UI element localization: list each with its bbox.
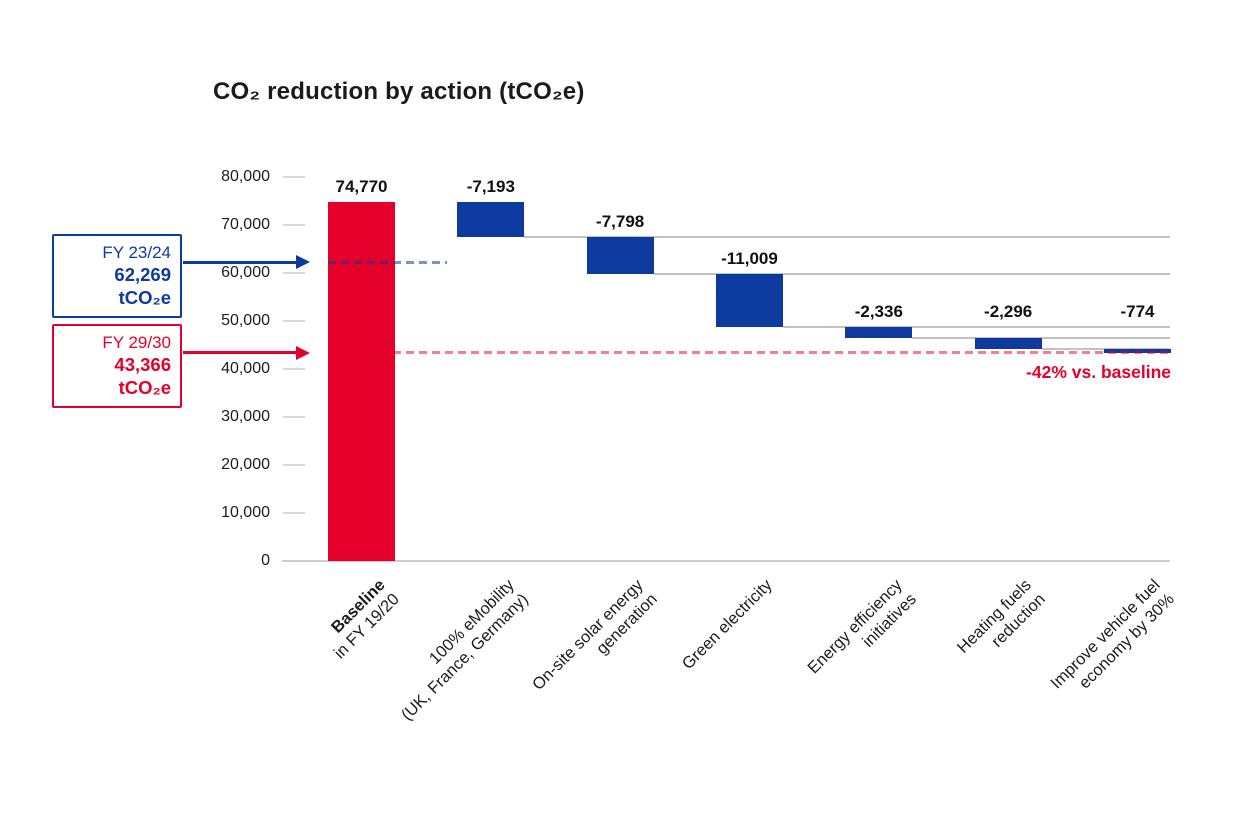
bar-value-label: 74,770 — [335, 177, 388, 197]
waterfall-connector-line — [782, 325, 1170, 328]
y-axis-tick-label: 40,000 — [221, 360, 270, 377]
callout-fy2324: FY 23/24 62,269 tCO₂e — [52, 233, 182, 318]
callout-fy2930-label: FY 29/30 — [102, 333, 171, 353]
callout-fy2930: FY 29/30 43,366 tCO₂e — [52, 324, 182, 409]
y-axis-tick-label: 50,000 — [221, 312, 270, 329]
y-axis-tick-label: 80,000 — [221, 168, 270, 185]
bar-value-label: -7,798 — [596, 211, 645, 231]
bar-value-label: -2,336 — [854, 301, 903, 321]
x-axis-category-label: Heating fuels reduction — [810, 576, 1050, 816]
vs-baseline-note: -42% vs. baseline — [1026, 362, 1171, 382]
callout-fy2324-value: 62,269 tCO₂e — [114, 263, 171, 308]
bar-reduction — [457, 202, 525, 237]
x-axis-category-label: Energy efficiency initiatives — [681, 576, 921, 816]
x-axis-category-line: Improve vehicle fuel — [1047, 576, 1165, 693]
bar-reduction — [974, 338, 1042, 350]
y-axis-tick-mark — [283, 416, 305, 418]
x-axis-category-line: in FY 19/20 — [329, 589, 403, 662]
bar-reduction — [1103, 349, 1171, 353]
y-axis-tick-mark — [283, 224, 305, 226]
bar-reduction — [845, 326, 913, 339]
x-axis-category-label: Improve vehicle fuel economy by 30% — [939, 576, 1179, 816]
y-axis-tick-label: 60,000 — [221, 264, 270, 281]
y-axis-tick-mark — [283, 368, 305, 370]
y-axis-tick-mark — [283, 320, 305, 322]
y-axis-tick-label: 10,000 — [221, 504, 270, 521]
y-axis-tick-mark — [283, 512, 305, 514]
bar-value-label: -2,296 — [984, 301, 1033, 321]
waterfall-connector-line — [653, 273, 1170, 276]
fy2930-arrow-line — [183, 351, 296, 355]
bar-reduction — [715, 274, 783, 327]
x-axis-category-line: On-site solar energy — [529, 576, 647, 694]
x-axis-category-label: On-site solar energy generation — [422, 576, 662, 816]
x-axis-baseline — [282, 560, 1170, 562]
y-axis-tick-label: 70,000 — [221, 216, 270, 233]
y-axis-tick-mark — [283, 272, 305, 274]
bar-reduction — [586, 236, 654, 275]
callout-fy2324-label: FY 23/24 — [102, 242, 171, 262]
x-axis-category-label: Baseline in FY 19/20 — [163, 576, 403, 816]
y-axis-tick-mark — [283, 464, 305, 466]
y-axis-tick-label: 20,000 — [221, 456, 270, 473]
fy2324-arrow-line — [183, 260, 296, 264]
y-axis-tick-label: 30,000 — [221, 408, 270, 425]
y-axis-tick-mark — [283, 176, 305, 178]
bar-value-label: -11,009 — [721, 249, 778, 269]
fy2930-arrow-head-icon — [296, 345, 310, 360]
bar-value-label: -7,193 — [466, 177, 515, 197]
chart-title: CO₂ reduction by action (tCO₂e) — [213, 78, 585, 105]
fy2324-dashed-line — [328, 260, 447, 264]
x-axis-category-label: 100% eMobility (UK, France, Germany) — [293, 576, 533, 816]
bar-baseline — [328, 202, 395, 561]
y-axis-tick-label: 0 — [261, 552, 270, 569]
callout-fy2930-value: 43,366 tCO₂e — [114, 354, 171, 399]
fy2324-arrow-head-icon — [296, 255, 310, 270]
bar-value-label: -774 — [1120, 301, 1155, 321]
fy2930-dashed-line — [328, 351, 1172, 355]
waterfall-connector-line — [524, 235, 1170, 238]
